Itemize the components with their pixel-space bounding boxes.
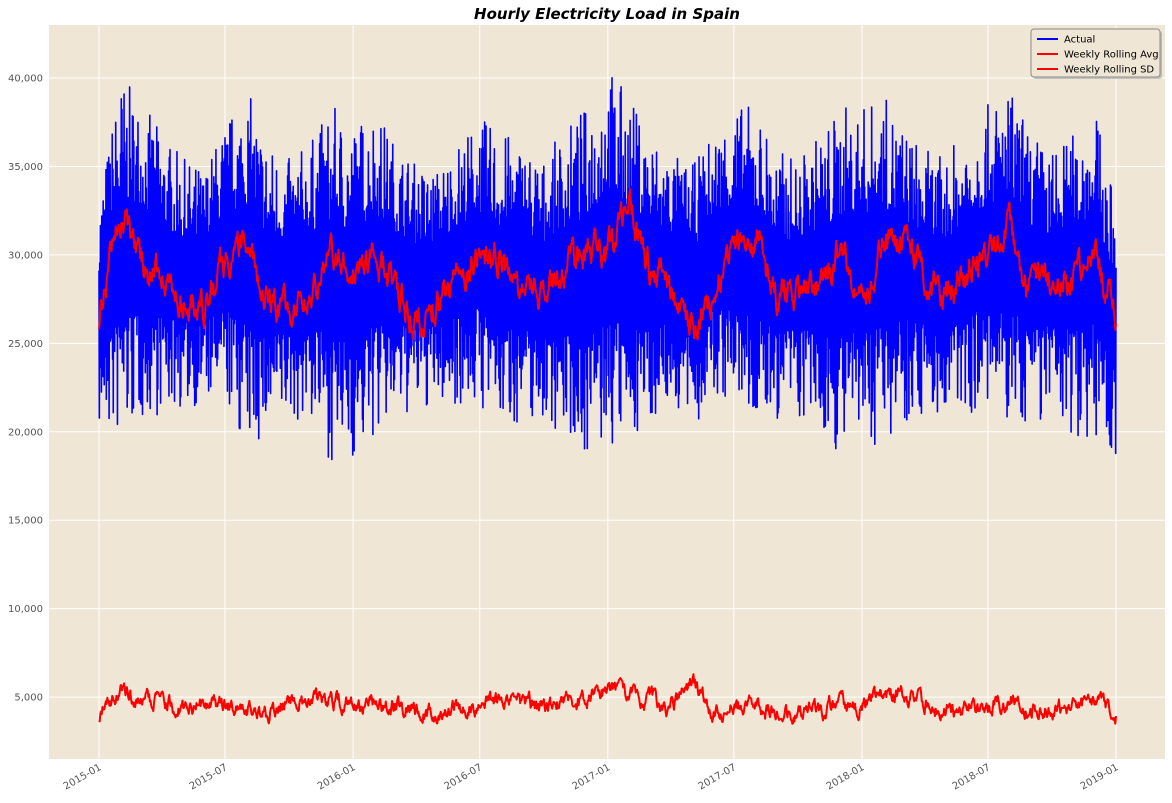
legend-label: Weekly Rolling SD xyxy=(1064,65,1154,76)
legend-label: Weekly Rolling Avg xyxy=(1064,50,1159,61)
y-tick-label: 10,000 xyxy=(8,604,43,615)
y-tick-label: 20,000 xyxy=(8,427,43,438)
series-layer xyxy=(98,77,1117,725)
rolling-sd-line xyxy=(98,673,1117,725)
x-tick-label: 2015-07 xyxy=(188,762,230,792)
x-tick-label: 2017-01 xyxy=(571,762,613,792)
legend-box xyxy=(1030,28,1161,78)
x-tick-label: 2017-07 xyxy=(697,762,739,792)
x-tick-label: 2016-01 xyxy=(316,762,358,792)
y-tick-label: 25,000 xyxy=(8,339,43,350)
y-tick-label: 35,000 xyxy=(8,162,43,173)
x-tick-label: 2018-07 xyxy=(951,762,993,792)
actual-line xyxy=(98,77,1117,461)
x-tick-label: 2018-01 xyxy=(825,762,867,792)
rolling-avg-line xyxy=(98,188,1117,341)
x-tick-label: 2016-07 xyxy=(443,762,485,792)
y-tick-label: 40,000 xyxy=(8,74,43,85)
y-tick-label: 15,000 xyxy=(8,516,43,527)
legend-label: Actual xyxy=(1064,35,1095,46)
y-tick-label: 5,000 xyxy=(14,693,43,704)
plot-area xyxy=(49,25,1165,759)
y-tick-label: 30,000 xyxy=(8,250,43,261)
x-tick-label: 2015-01 xyxy=(62,762,104,792)
x-tick-label: 2019-01 xyxy=(1079,762,1121,792)
legend: Actual Weekly Rolling Avg Weekly Rolling S… xyxy=(1030,28,1162,79)
chart-title: Hourly Electricity Load in Spain xyxy=(474,5,740,23)
